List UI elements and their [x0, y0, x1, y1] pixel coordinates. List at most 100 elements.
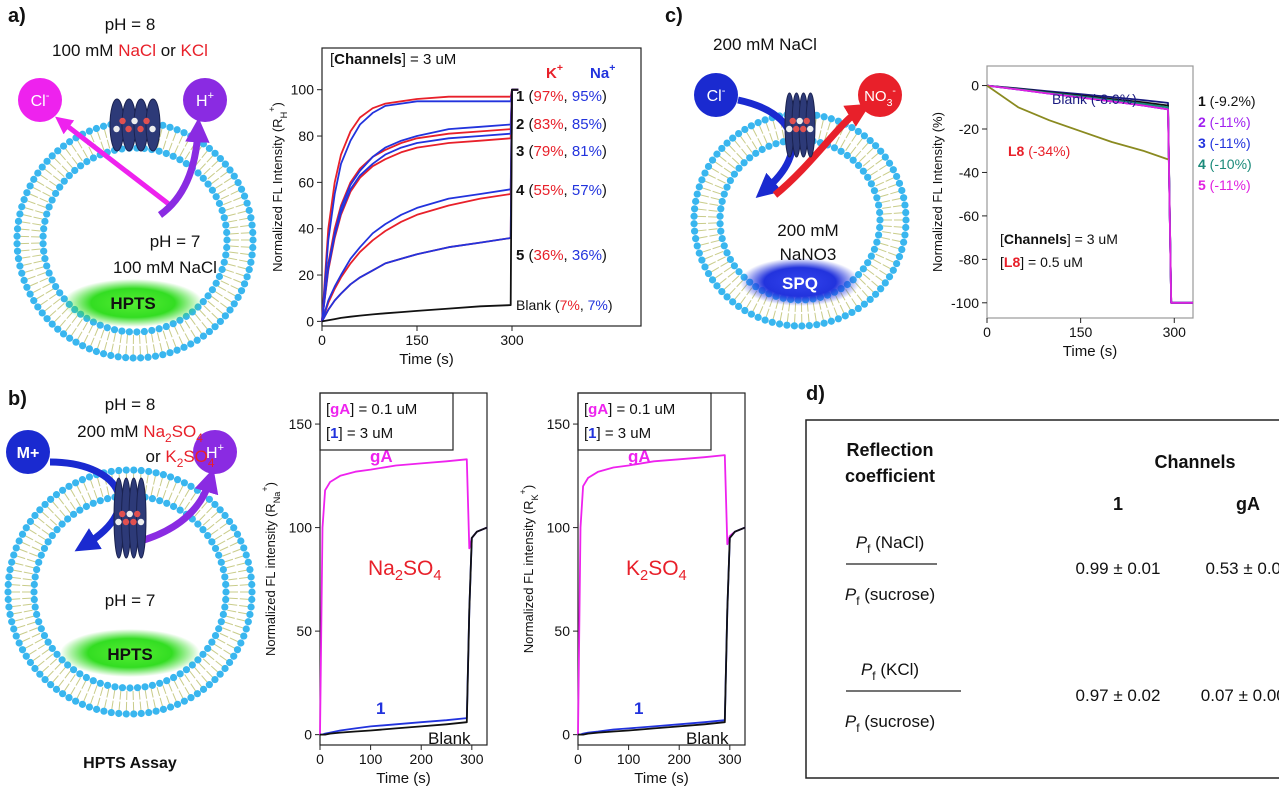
- lipid-tail: [232, 548, 242, 553]
- text-part: 4: [208, 456, 215, 470]
- lipid-head: [867, 252, 875, 260]
- lipid-head: [775, 320, 784, 328]
- y-tick-label: 0: [971, 78, 979, 94]
- lipid-tail: [223, 274, 232, 280]
- lipid-head: [85, 345, 94, 353]
- lipid-head: [194, 169, 202, 177]
- lipid-head: [893, 172, 901, 181]
- lipid-head: [129, 354, 137, 362]
- text-part: ,: [564, 247, 572, 264]
- text-part: ] = 3 uM: [597, 425, 652, 442]
- lipid-head: [148, 495, 157, 503]
- lipid-head: [48, 276, 56, 284]
- lipid-head: [16, 210, 24, 218]
- y-axis-label: Normalized FL intensity (RNa+): [260, 482, 282, 656]
- lipid-tail: [769, 132, 774, 142]
- lipid-head: [137, 466, 145, 475]
- lipid-head: [747, 310, 755, 318]
- lipid-head: [48, 196, 56, 204]
- lipid-tail: [21, 221, 31, 224]
- lipid-tail: [872, 258, 882, 265]
- ion: [694, 73, 738, 117]
- arrow: [55, 116, 172, 207]
- lipid-head: [243, 273, 251, 281]
- lipid-tail: [858, 155, 866, 163]
- lipid-head: [690, 205, 699, 213]
- annotation: Na+: [590, 62, 615, 82]
- lipid-head: [85, 703, 94, 711]
- lipid-tail: [162, 140, 167, 150]
- condition: 200 mM NaCl: [713, 35, 817, 54]
- lipid-head: [107, 708, 115, 717]
- lipid-head: [110, 326, 119, 334]
- channel-atom: [122, 518, 130, 526]
- lipid-head: [208, 538, 216, 546]
- lipid-tail: [165, 341, 170, 350]
- lipid-tail: [807, 313, 810, 323]
- lipid-head: [790, 322, 798, 330]
- lipid-tail: [26, 558, 36, 563]
- text-part: K: [165, 447, 177, 466]
- y-tick-label: -80: [959, 251, 979, 267]
- lipid-head: [40, 631, 49, 640]
- lipid-head: [20, 196, 28, 204]
- lipid-tail: [168, 492, 173, 502]
- lipid-tail: [228, 603, 238, 606]
- lipid-head: [772, 140, 780, 148]
- lipid-head: [31, 664, 39, 673]
- lipid-tail: [854, 150, 862, 159]
- lipid-tail: [862, 273, 871, 281]
- lipid-tail: [772, 310, 776, 320]
- x-tick-label: 150: [1069, 324, 1093, 340]
- lipid-tail: [237, 210, 247, 214]
- lipid-head: [23, 189, 31, 197]
- lipid-head: [35, 618, 43, 626]
- text-part: Na: [368, 557, 395, 580]
- lipid-tail: [52, 675, 59, 683]
- text-part: ): [602, 116, 607, 133]
- lipid-head: [211, 500, 219, 509]
- annotation: 2 (-11%): [1198, 114, 1251, 130]
- caption: HPTS Assay: [83, 755, 177, 772]
- lipid-tail: [869, 264, 878, 270]
- text-part: SO: [172, 422, 197, 441]
- annotation: Blank (7%, 7%): [516, 297, 613, 313]
- lipid-tail: [709, 234, 719, 237]
- lipid-head: [52, 685, 61, 693]
- text-part: SO: [403, 557, 433, 580]
- lipid-head: [249, 236, 257, 244]
- lipid-head: [64, 515, 72, 523]
- annotation: gA: [370, 447, 393, 466]
- lipid-head: [4, 588, 12, 596]
- text-part: 85%: [572, 116, 602, 133]
- lipid-tail: [81, 680, 87, 689]
- lipid-tail: [840, 139, 846, 148]
- lipid-head: [52, 189, 60, 198]
- lipid-tail: [223, 200, 232, 206]
- lipid-head: [854, 127, 862, 136]
- lipid-tail: [214, 183, 223, 190]
- channel-atom: [131, 117, 138, 125]
- text-part: 3: [516, 143, 524, 160]
- lipid-head: [222, 580, 230, 589]
- ion: [6, 430, 50, 474]
- x-tick-label: 100: [617, 751, 641, 767]
- lipid-head: [230, 172, 238, 180]
- lipid-head: [208, 638, 216, 646]
- lipid-tail: [875, 275, 884, 282]
- lipid-tail: [96, 477, 101, 487]
- lipid-tail: [11, 598, 21, 600]
- lipid-tail: [701, 187, 711, 192]
- text-part: 2: [165, 431, 172, 445]
- lipid-head: [690, 227, 699, 235]
- text-part: 95%: [572, 88, 602, 105]
- lipid-head: [193, 336, 201, 344]
- lipid-tail: [700, 242, 709, 246]
- lipid-tail: [875, 253, 885, 259]
- lipid-head: [34, 303, 42, 311]
- fraction-denominator: Pf (sucrose): [845, 585, 935, 608]
- lipid-head: [720, 242, 728, 250]
- text-part: f: [856, 721, 860, 735]
- annotation: Blank (-8.0%): [1052, 91, 1137, 107]
